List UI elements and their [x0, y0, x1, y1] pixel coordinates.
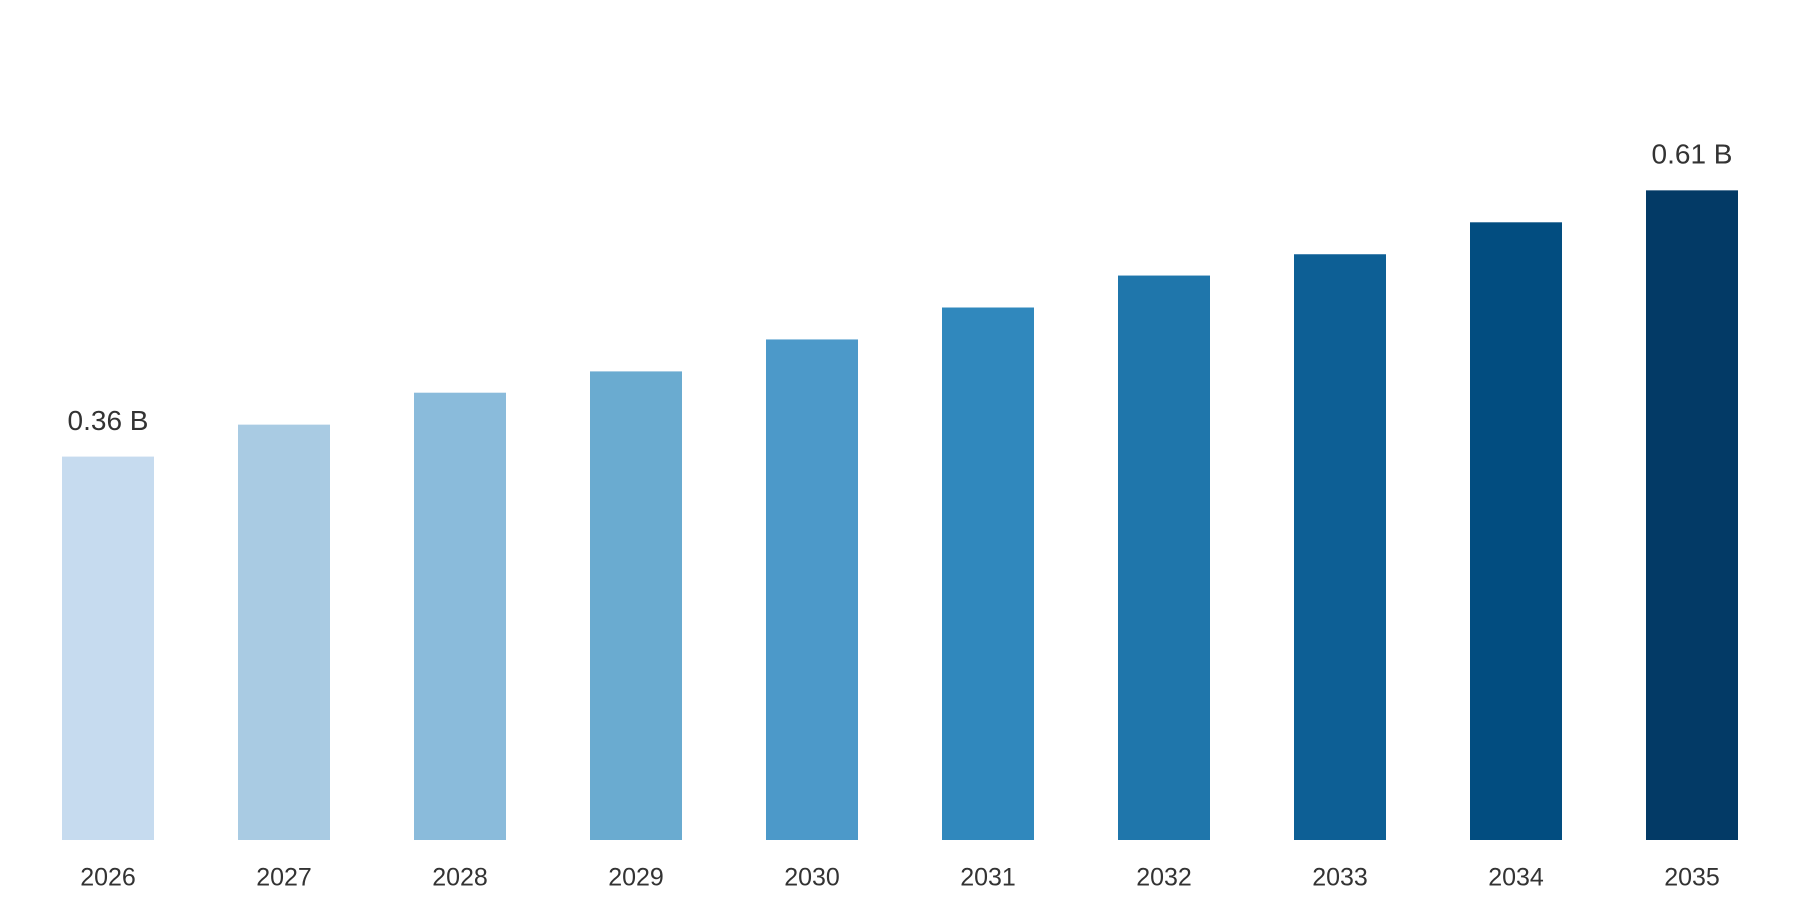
x-tick-label: 2034: [1488, 864, 1544, 892]
bar: [1470, 222, 1562, 841]
bar: [590, 371, 682, 840]
x-tick-label: 2027: [256, 864, 312, 892]
bar: [238, 424, 330, 840]
x-tick-label: 2029: [608, 864, 664, 892]
bar: [1118, 275, 1210, 840]
value-label: 0.61 B: [1652, 139, 1733, 170]
x-tick-label: 2031: [960, 864, 1016, 892]
x-tick-label: 2026: [80, 864, 136, 892]
x-tick-label: 2035: [1664, 864, 1720, 892]
bar: [1294, 254, 1386, 840]
x-tick-label: 2030: [784, 864, 840, 892]
bar: [1646, 190, 1738, 841]
bar: [942, 307, 1034, 840]
x-tick-label: 2032: [1136, 864, 1192, 892]
x-tick-label: 2033: [1312, 864, 1368, 892]
bar: [414, 392, 506, 840]
bar: [766, 339, 858, 840]
value-label: 0.36 B: [68, 405, 149, 436]
bar: [62, 456, 154, 840]
x-tick-label: 2028: [432, 864, 488, 892]
